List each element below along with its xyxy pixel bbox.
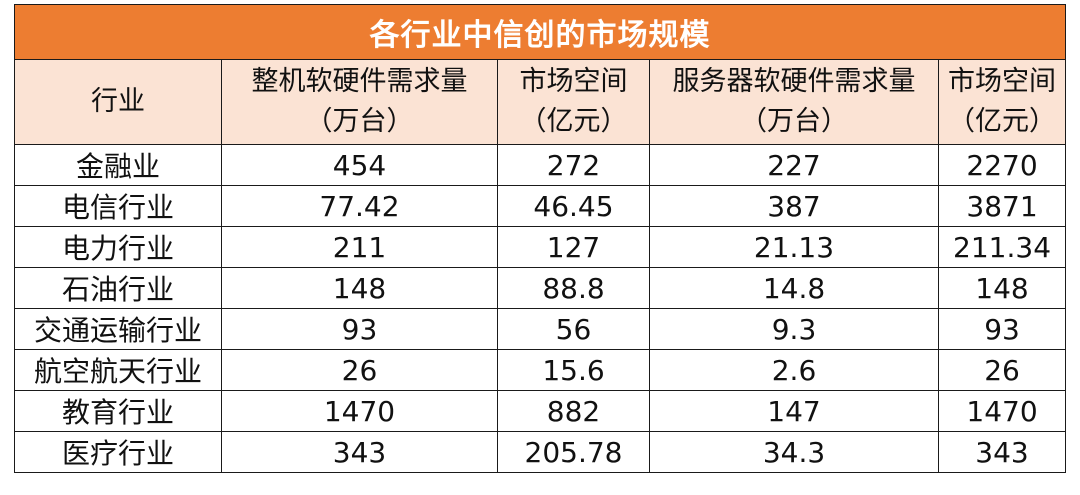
- server-market-cell: 211.34: [937, 226, 1067, 268]
- server-demand-cell: 147: [649, 390, 939, 432]
- header-pc-demand-line2: （万台）: [305, 106, 414, 137]
- pc-demand-cell: 93: [221, 308, 498, 350]
- header-server-demand: 服务器软硬件需求量 （万台）: [649, 59, 939, 145]
- server-market-cell: 3871: [937, 185, 1067, 227]
- server-market-cell: 148: [937, 267, 1067, 309]
- pc-demand-cell: 148: [221, 267, 498, 309]
- pc-demand-cell: 454: [221, 144, 498, 186]
- pc-market-cell: 88.8: [497, 267, 650, 309]
- pc-demand-cell: 77.42: [221, 185, 498, 227]
- pc-market-cell: 46.45: [497, 185, 650, 227]
- industry-cell: 教育行业: [14, 390, 222, 432]
- pc-market-cell: 56: [497, 308, 650, 350]
- table-row: 教育行业 1470 882 147 1470: [14, 390, 1067, 432]
- server-market-cell: 2270: [937, 144, 1067, 186]
- pc-demand-cell: 1470: [221, 390, 498, 432]
- server-demand-cell: 387: [649, 185, 939, 227]
- server-demand-cell: 9.3: [649, 308, 939, 350]
- server-market-cell: 93: [937, 308, 1067, 350]
- header-pc-demand-line1: 整机软硬件需求量: [251, 66, 468, 97]
- table-row: 电信行业 77.42 46.45 387 3871: [14, 185, 1067, 227]
- pc-market-cell: 205.78: [497, 431, 650, 473]
- pc-demand-cell: 211: [221, 226, 498, 268]
- server-market-cell: 343: [937, 431, 1067, 473]
- server-market-cell: 1470: [937, 390, 1067, 432]
- pc-demand-cell: 26: [221, 349, 498, 391]
- server-demand-cell: 34.3: [649, 431, 939, 473]
- industry-cell: 航空航天行业: [14, 349, 222, 391]
- header-server-market: 市场空间 （亿元）: [937, 59, 1067, 145]
- pc-market-cell: 15.6: [497, 349, 650, 391]
- header-pc-market-line1: 市场空间: [519, 66, 628, 97]
- table-row: 航空航天行业 26 15.6 2.6 26: [14, 349, 1067, 391]
- header-pc-demand: 整机软硬件需求量 （万台）: [221, 59, 498, 145]
- table-row: 交通运输行业 93 56 9.3 93: [14, 308, 1067, 350]
- market-size-table: 各行业中信创的市场规模 行业 整机软硬件需求量 （万台） 市场空间 （亿元） 服…: [13, 4, 1067, 473]
- server-market-cell: 26: [937, 349, 1067, 391]
- header-server-demand-line2: （万台）: [740, 106, 848, 137]
- table-title: 各行业中信创的市场规模: [13, 4, 1067, 60]
- industry-cell: 石油行业: [14, 267, 222, 309]
- industry-cell: 电信行业: [14, 185, 222, 227]
- header-industry: 行业: [14, 59, 222, 145]
- table-row: 医疗行业 343 205.78 34.3 343: [14, 431, 1067, 473]
- table-row: 电力行业 211 127 21.13 211.34: [14, 226, 1067, 268]
- pc-market-cell: 882: [497, 390, 650, 432]
- header-row: 行业 整机软硬件需求量 （万台） 市场空间 （亿元） 服务器软硬件需求量 （万台…: [14, 59, 1067, 145]
- pc-market-cell: 127: [497, 226, 650, 268]
- header-server-market-line1: 市场空间: [948, 66, 1057, 97]
- market-size-table-container: 各行业中信创的市场规模 行业 整机软硬件需求量 （万台） 市场空间 （亿元） 服…: [13, 4, 1067, 488]
- table-row: 石油行业 148 88.8 14.8 148: [14, 267, 1067, 309]
- header-pc-market: 市场空间 （亿元）: [497, 59, 650, 145]
- header-server-demand-line1: 服务器软硬件需求量: [672, 66, 916, 97]
- industry-cell: 金融业: [14, 144, 222, 186]
- title-row: 各行业中信创的市场规模: [13, 4, 1067, 60]
- server-demand-cell: 14.8: [649, 267, 939, 309]
- pc-market-cell: 272: [497, 144, 650, 186]
- industry-cell: 电力行业: [14, 226, 222, 268]
- pc-demand-cell: 343: [221, 431, 498, 473]
- header-server-market-line2: （亿元）: [948, 106, 1057, 137]
- server-demand-cell: 227: [649, 144, 939, 186]
- table-row: 金融业 454 272 227 2270: [14, 144, 1067, 186]
- industry-cell: 交通运输行业: [14, 308, 222, 350]
- server-demand-cell: 21.13: [649, 226, 939, 268]
- industry-cell: 医疗行业: [14, 431, 222, 473]
- server-demand-cell: 2.6: [649, 349, 939, 391]
- header-pc-market-line2: （亿元）: [519, 106, 628, 137]
